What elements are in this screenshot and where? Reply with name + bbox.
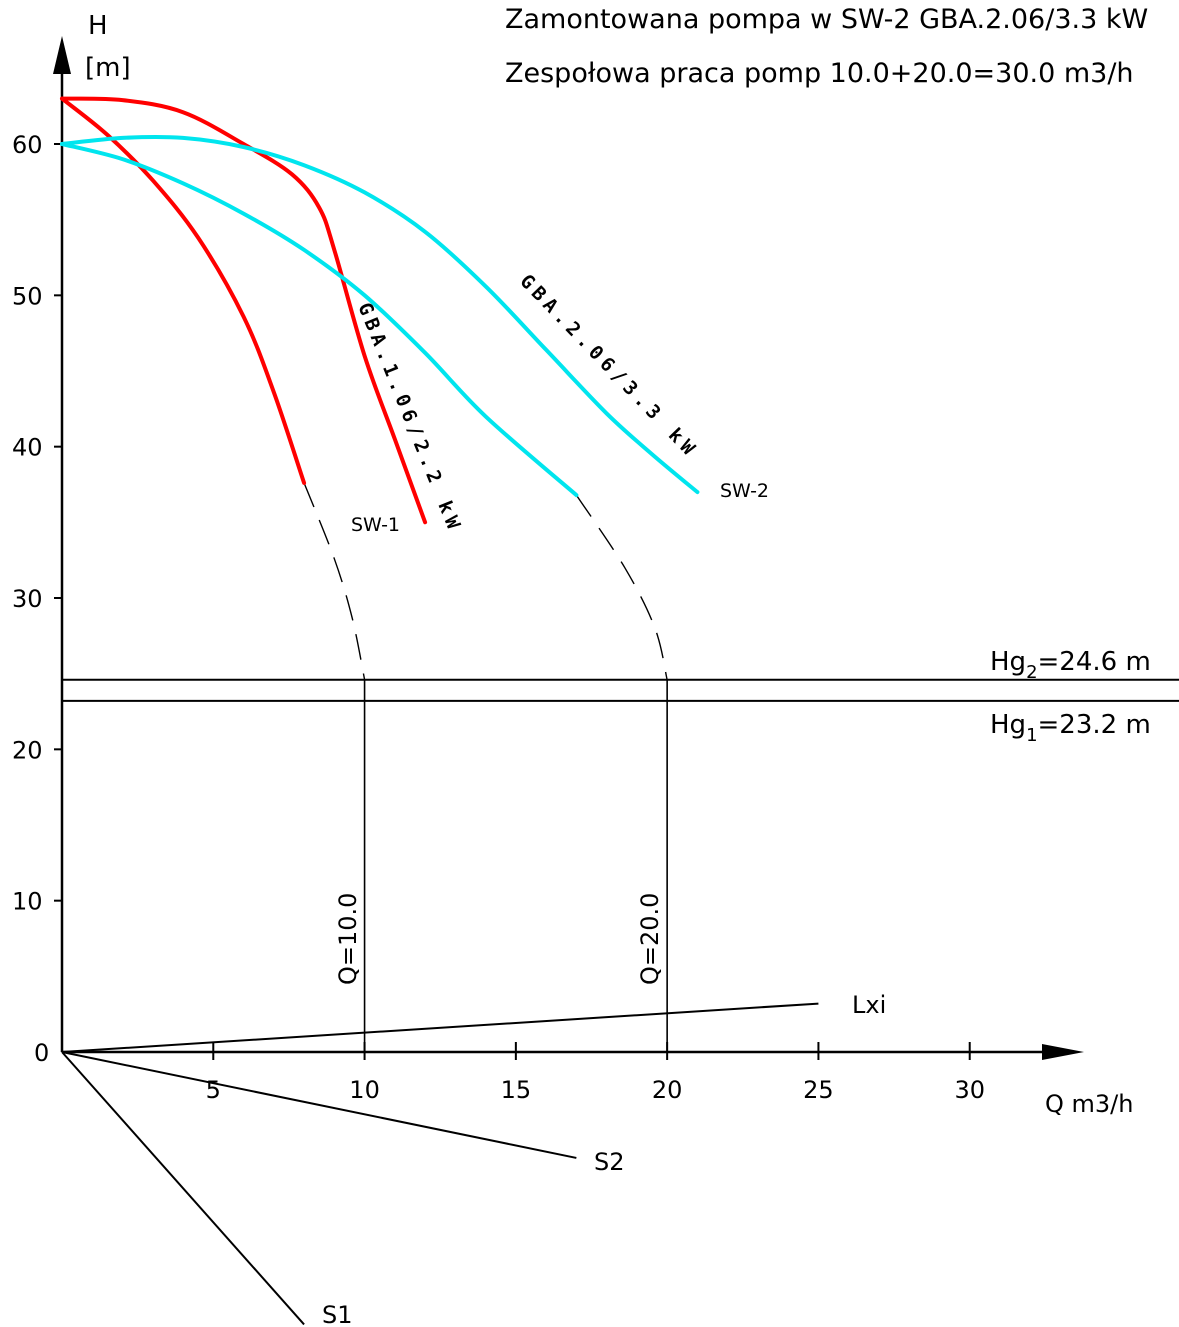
y-tick-label-40: 40	[12, 434, 43, 462]
extrapolation-2	[575, 494, 668, 680]
hg2-label: Hg2=24.6 m	[990, 647, 1151, 683]
y-axis-arrow	[53, 36, 71, 74]
q20-label: Q=20.0	[636, 893, 664, 985]
origin-line-s1	[61, 1051, 305, 1326]
x-tick-label-15: 15	[501, 1076, 532, 1104]
y-tick-label-50: 50	[12, 282, 43, 310]
extrapolation-1	[303, 482, 366, 680]
pump2-curve-label: GBA.2.06/3.3 kW	[515, 270, 702, 463]
pump-curve-2	[60, 96, 307, 485]
y-tick-label-10: 10	[12, 888, 43, 916]
lxi-label: Lxi	[852, 991, 886, 1019]
x-tick-label-20: 20	[652, 1076, 683, 1104]
pump-curve-3	[60, 134, 700, 495]
x-tick-label-25: 25	[803, 1076, 834, 1104]
s1-label: S1	[322, 1301, 353, 1327]
chart-title-line1: Zamontowana pompa w SW-2 GBA.2.06/3.3 kW	[505, 4, 1148, 35]
q10-label: Q=10.0	[334, 893, 362, 985]
y-axis-unit: [m]	[85, 53, 131, 83]
x-axis-label: Q m3/h	[1045, 1090, 1133, 1118]
y-tick-label-30: 30	[12, 585, 43, 613]
pump-curve-1	[60, 96, 428, 525]
x-tick-label-10: 10	[349, 1076, 380, 1104]
hg1-label: Hg1=23.2 m	[990, 710, 1151, 746]
origin-line-s2	[61, 1051, 577, 1159]
y-tick-label-60: 60	[12, 131, 43, 159]
sw1-annotation: SW-1	[351, 514, 400, 536]
y-axis-label: H	[88, 11, 108, 41]
chart-title-line2: Zespołowa praca pomp 10.0+20.0=30.0 m3/h	[505, 58, 1134, 89]
x-tick-label-5: 5	[206, 1076, 221, 1104]
y-tick-label-20: 20	[12, 736, 43, 764]
y-tick-label-0: 0	[34, 1039, 49, 1067]
pump-curve-4	[60, 142, 579, 498]
x-axis-arrow	[1042, 1044, 1084, 1060]
s2-label: S2	[594, 1148, 625, 1176]
origin-line-lxi	[61, 1002, 819, 1053]
x-tick-label-30: 30	[954, 1076, 985, 1104]
sw2-annotation: SW-2	[720, 480, 769, 502]
